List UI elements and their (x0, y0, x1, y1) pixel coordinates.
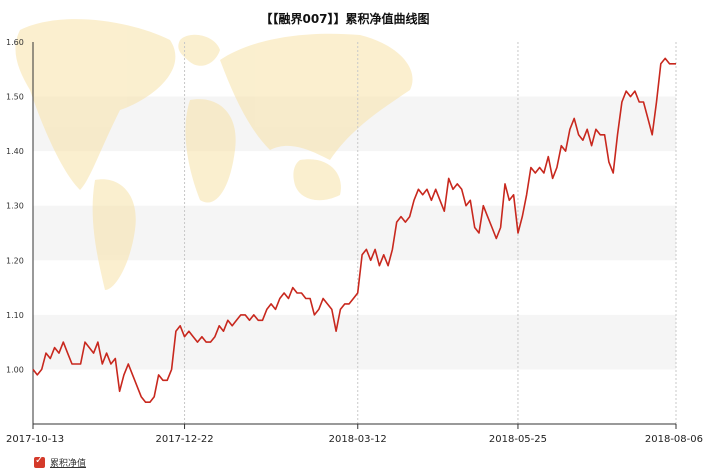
x-axis-ticks: 2017-10-13 2017-12-22 2018-03-12 2018-05-25… (6, 424, 703, 445)
legend-label[interactable]: 累积净值 (50, 458, 87, 469)
series-line-累积净值 (32, 57, 676, 403)
legend[interactable]: 累积净值 (34, 455, 86, 469)
y-tick-label: 1.50 (6, 93, 24, 102)
chart-title: 【【融界007】】累积净值曲线图 (260, 11, 429, 26)
y-axis-ticks: 1.00 1.10 1.20 1.30 1.40 1.50 1.60 (6, 38, 24, 374)
x-tick-label: 2018-03-12 (329, 434, 387, 445)
x-tick-label: 2018-05-25 (489, 434, 547, 445)
x-tick-label: 2017-10-13 (6, 434, 64, 445)
grid-band (33, 205, 676, 261)
legend-checkbox-icon[interactable] (34, 455, 45, 468)
y-tick-label: 1.10 (6, 311, 24, 320)
background-bands (33, 96, 676, 370)
y-tick-label: 1.60 (6, 38, 24, 47)
x-tick-label: 2017-12-22 (155, 434, 213, 445)
y-tick-label: 1.00 (6, 365, 24, 374)
grid-band (33, 314, 676, 370)
y-tick-label: 1.30 (6, 202, 24, 211)
y-tick-label: 1.40 (6, 147, 24, 156)
x-tick-label: 2018-08-06 (645, 434, 703, 445)
y-tick-label: 1.20 (6, 256, 24, 265)
world-map-watermark (15, 19, 413, 290)
